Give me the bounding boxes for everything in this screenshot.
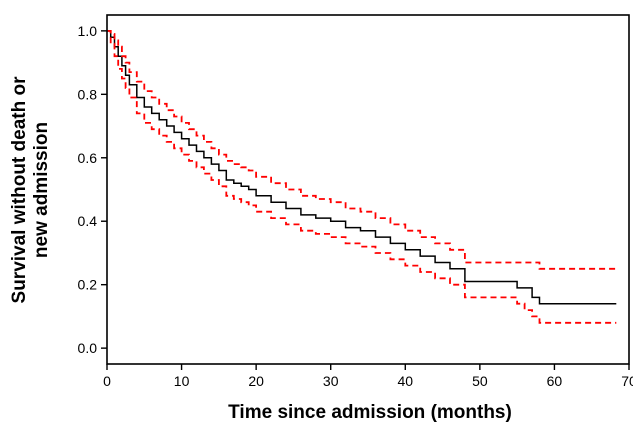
x-tick-label: 60 [547, 373, 563, 389]
x-tick-label: 20 [248, 373, 264, 389]
x-tick-label: 30 [323, 373, 339, 389]
y-axis-title-line-1: Survival without death or [9, 76, 30, 304]
y-tick-label: 1.0 [78, 23, 98, 39]
y-tick-label: 0.2 [78, 277, 98, 293]
x-tick-label: 0 [103, 373, 111, 389]
series-estimate-line [107, 30, 617, 305]
series-upper-ci-line [107, 30, 617, 270]
x-tick-label: 10 [174, 373, 190, 389]
x-tick-label: 40 [397, 373, 413, 389]
series-layer [107, 30, 617, 324]
y-tick-label: 0.6 [78, 150, 98, 166]
ticks-layer: 0 10 20 30 40 50 60 70 0.0 0.2 0.4 0.6 0.8 1.0 [78, 23, 633, 389]
series-lower-ci-line [107, 30, 617, 324]
y-axis-title-line-2: new admission [31, 122, 52, 258]
x-tick-label: 70 [621, 373, 633, 389]
plot-frame [106, 14, 630, 365]
y-tick-label: 0.0 [78, 340, 98, 356]
x-tick-label: 50 [472, 373, 488, 389]
y-tick-label: 0.8 [78, 86, 98, 102]
y-tick-label: 0.4 [78, 213, 98, 229]
x-axis-title: Time since admission (months) [228, 402, 512, 423]
